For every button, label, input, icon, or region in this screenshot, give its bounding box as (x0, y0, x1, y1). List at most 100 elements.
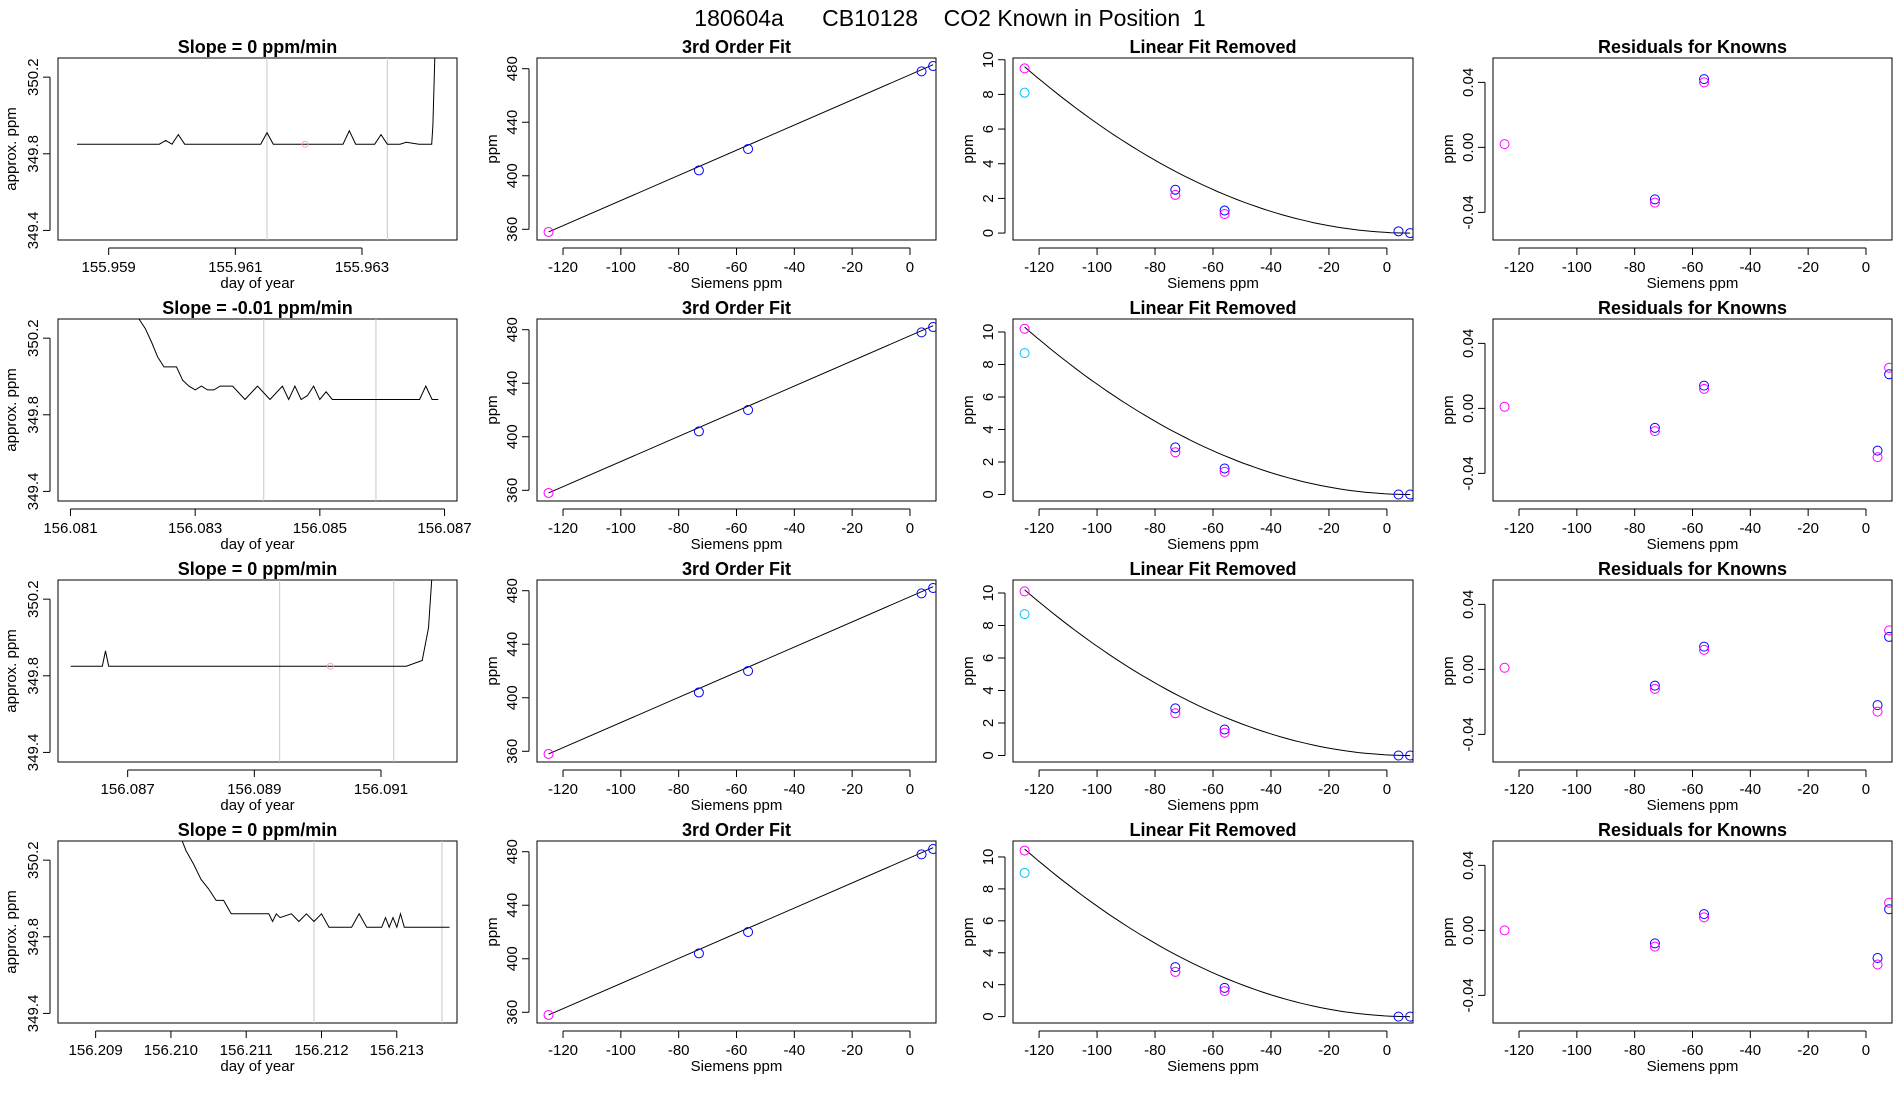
y-axis-label: ppm (484, 134, 501, 163)
y-tick-label: 2 (980, 981, 997, 989)
y-axis-label: ppm (484, 395, 501, 424)
plot-frame (536, 579, 937, 763)
x-tick-label: -60 (1682, 781, 1704, 798)
x-tick-label: -60 (1202, 1042, 1224, 1059)
x-tick-label: -120 (1024, 781, 1054, 798)
x-tick-label: -80 (1624, 1042, 1646, 1059)
plot-area (1019, 845, 1413, 1022)
y-tick-label: 440 (504, 110, 521, 135)
y-tick-label: 0.00 (1460, 133, 1477, 162)
panel: Linear Fit Removed -120 -100 -80 -60 -40 -20 0 S… (960, 559, 1414, 814)
x-axis-label: Siemens ppm (1647, 275, 1739, 292)
x-tick-label: -20 (1318, 1042, 1340, 1059)
data-point (1649, 941, 1660, 952)
x-tick-label: 156.087 (101, 781, 155, 798)
x-tick-label: 156.083 (168, 520, 222, 537)
plot-area (1499, 625, 1892, 717)
y-tick-label: 349.4 (25, 212, 42, 250)
y-tick-label: 2 (980, 719, 997, 727)
x-tick-label: 0 (906, 259, 914, 276)
x-tick-label: -100 (1562, 1042, 1592, 1059)
y-axis-label: ppm (484, 656, 501, 685)
y-tick-label: 480 (504, 317, 521, 342)
x-tick-label: -80 (1624, 259, 1646, 276)
x-tick-label: -60 (726, 259, 748, 276)
panel-title: 3rd Order Fit (682, 820, 791, 840)
plot-frame (57, 579, 458, 763)
x-tick-label: -40 (1260, 781, 1282, 798)
x-tick-label: -40 (1739, 781, 1761, 798)
panel-grid: Slope = 0 ppm/min 155.959 155.961 155.963 da… (3, 37, 1893, 1075)
data-point (916, 327, 927, 338)
panel-title: Slope = 0 ppm/min (178, 820, 338, 840)
panel-title: Residuals for Knowns (1598, 559, 1787, 579)
y-tick-label: 0.04 (1460, 590, 1477, 619)
plot-area (70, 580, 433, 762)
data-point (1019, 845, 1030, 856)
y-tick-label: 349.8 (25, 135, 42, 173)
y-axis-label: ppm (960, 917, 977, 946)
plot-frame (1492, 840, 1893, 1024)
y-tick-label: 400 (504, 946, 521, 971)
x-tick-label: -100 (1562, 781, 1592, 798)
x-tick-label: 0 (1862, 520, 1870, 537)
y-tick-label: 8 (980, 621, 997, 629)
x-tick-label: -60 (1682, 259, 1704, 276)
y-axis-label: ppm (1440, 134, 1457, 163)
data-point (1019, 63, 1030, 74)
x-tick-label: -100 (1562, 520, 1592, 537)
y-tick-label: 8 (980, 360, 997, 368)
x-tick-label: 156.210 (144, 1042, 198, 1059)
x-axis-label: Siemens ppm (1167, 275, 1259, 292)
y-tick-label: 360 (504, 1000, 521, 1025)
data-point (1219, 205, 1230, 216)
y-tick-label: 10 (980, 324, 997, 341)
data-point (1219, 463, 1230, 474)
fit-line (548, 847, 934, 1016)
x-tick-label: -80 (1624, 781, 1646, 798)
x-axis-label: day of year (220, 797, 294, 814)
x-tick-label: -20 (841, 259, 863, 276)
data-point (1405, 1011, 1413, 1022)
panel: 3rd Order Fit -120 -100 -80 -60 -40 -20 0 Siemen… (484, 37, 937, 292)
data-point (1872, 706, 1883, 717)
y-tick-label: 350.2 (25, 58, 42, 96)
x-tick-label: -60 (1682, 1042, 1704, 1059)
x-tick-label: -20 (1318, 781, 1340, 798)
x-axis-label: Siemens ppm (1647, 797, 1739, 814)
x-tick-label: 156.087 (417, 520, 471, 537)
data-point (1170, 703, 1181, 714)
data-point (1884, 362, 1892, 373)
data-point (543, 487, 554, 498)
data-point (1884, 625, 1892, 636)
plot-frame (1492, 318, 1893, 502)
y-tick-label: 0.04 (1460, 68, 1477, 97)
y-tick-label: 0 (980, 229, 997, 237)
y-tick-label: 4 (980, 686, 997, 694)
panel-title: 3rd Order Fit (682, 37, 791, 57)
x-axis-label: Siemens ppm (691, 536, 783, 553)
fit-curve (1024, 848, 1411, 1018)
data-point (543, 226, 554, 237)
data-point (743, 666, 754, 676)
x-tick-label: -120 (548, 781, 578, 798)
data-point (1405, 228, 1413, 239)
fit-line (548, 64, 934, 233)
y-tick-label: 0.04 (1460, 851, 1477, 880)
data-point (1170, 184, 1181, 195)
x-tick-label: -20 (841, 520, 863, 537)
x-tick-label: -60 (726, 1042, 748, 1059)
data-point (1649, 426, 1660, 437)
panel: Linear Fit Removed -120 -100 -80 -60 -40 -20 0 S… (960, 820, 1414, 1075)
x-tick-label: -20 (1797, 781, 1819, 798)
x-tick-label: 155.963 (335, 259, 389, 276)
panel-title: Linear Fit Removed (1129, 559, 1296, 579)
data-point (693, 426, 704, 437)
data-point (1872, 700, 1883, 711)
panel-title: Linear Fit Removed (1129, 820, 1296, 840)
data-point (1699, 380, 1710, 391)
panel: 3rd Order Fit -120 -100 -80 -60 -40 -20 0 Siemen… (484, 298, 937, 553)
panel-title: Residuals for Knowns (1598, 37, 1787, 57)
x-tick-label: -120 (548, 520, 578, 537)
data-point (543, 1009, 554, 1020)
